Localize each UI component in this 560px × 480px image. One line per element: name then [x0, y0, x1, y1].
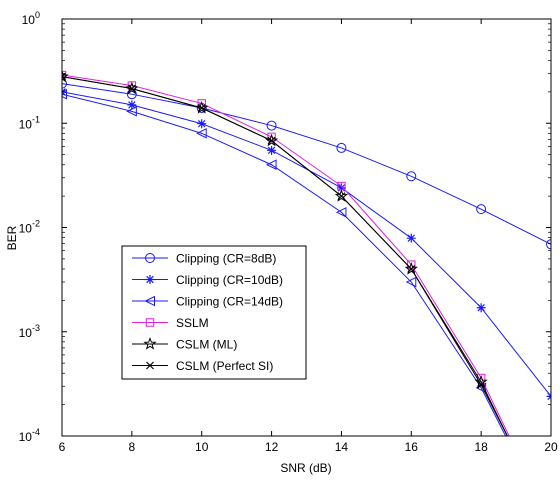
legend-entry: Clipping (CR=8dB): [132, 252, 276, 266]
legend-entry: SSLM: [132, 316, 209, 330]
legend-entry: CSLM (ML): [132, 337, 237, 352]
x-axis-label: SNR (dB): [280, 461, 331, 475]
series-2: [62, 88, 507, 436]
data-point: [125, 81, 139, 95]
legend-marker: [145, 275, 155, 284]
legend-box: [121, 245, 307, 380]
x-tick-label: 18: [474, 440, 488, 454]
data-point: [334, 189, 349, 202]
series-line: [62, 93, 507, 436]
data-point: [477, 380, 486, 389]
legend-marker: [146, 361, 154, 370]
series-1: [62, 87, 551, 401]
y-tick-label: 10-4: [19, 427, 40, 444]
legend-marker: [144, 295, 155, 307]
data-point: [407, 265, 416, 273]
legend-marker: [145, 318, 155, 327]
data-point: [267, 136, 276, 145]
legend-label: Clipping (CR=14dB): [176, 295, 283, 309]
legend-label: SSLM: [176, 316, 209, 330]
y-tick-label: 100: [22, 10, 40, 27]
data-point: [62, 78, 67, 89]
y-tick-label: 10-2: [19, 219, 40, 236]
x-tick-label: 8: [129, 440, 136, 454]
legend-label: Clipping (CR=8dB): [176, 252, 276, 266]
legend-entry: CSLM (Perfect SI): [132, 359, 273, 373]
data-point: [337, 192, 346, 201]
data-point: [62, 72, 66, 81]
data-point: [405, 276, 417, 288]
x-tick-label: 16: [405, 440, 419, 454]
data-point: [197, 99, 206, 108]
legend-marker: [145, 253, 155, 263]
data-point: [404, 262, 418, 275]
data-point: [266, 120, 277, 131]
x-tick-label: 6: [59, 440, 66, 454]
series-layer: [62, 69, 551, 436]
data-point: [546, 239, 551, 250]
x-tick-label: 20: [544, 440, 558, 454]
x-tick-label: 12: [265, 440, 279, 454]
data-point: [335, 206, 347, 218]
axes-layer: 6 8 10 12 14 16 18 20 10-4 10-3 10-2 10-1 100: [19, 10, 558, 454]
legend-label: CSLM (Perfect SI): [176, 359, 273, 373]
data-point: [127, 84, 136, 93]
data-point: [62, 88, 67, 100]
data-point: [62, 69, 69, 83]
data-point: [406, 233, 416, 243]
data-point: [336, 183, 346, 193]
legend-entry: Clipping (CR=14dB): [132, 295, 283, 309]
x-tick-label: 10: [195, 440, 209, 454]
y-axis-label: BER: [5, 225, 19, 250]
series-line: [62, 91, 551, 397]
data-point: [476, 204, 487, 215]
y-tick-label: 10-3: [19, 323, 40, 340]
y-tick-label: 10-1: [19, 114, 40, 131]
series-5: [62, 72, 508, 436]
legend-label: Clipping (CR=10dB): [176, 273, 283, 287]
data-point: [476, 303, 486, 313]
data-point: [196, 128, 207, 139]
data-point: [197, 104, 206, 112]
data-point: [126, 106, 137, 117]
legend: Clipping (CR=8dB) Clipping (CR=10dB) Clipp…: [121, 245, 307, 380]
x-tick-label: 14: [335, 440, 349, 454]
legend-label: CSLM (ML): [176, 338, 237, 352]
data-point: [336, 142, 347, 153]
series-line: [62, 74, 510, 436]
data-point: [197, 119, 207, 129]
series-line: [62, 83, 551, 245]
series-line: [62, 76, 508, 436]
data-point: [265, 159, 277, 171]
legend-marker: [143, 337, 157, 350]
data-point: [406, 171, 417, 182]
data-point: [267, 145, 277, 155]
legend-entry: Clipping (CR=10dB): [132, 273, 283, 287]
data-point: [127, 100, 137, 110]
data-point: [195, 101, 209, 114]
